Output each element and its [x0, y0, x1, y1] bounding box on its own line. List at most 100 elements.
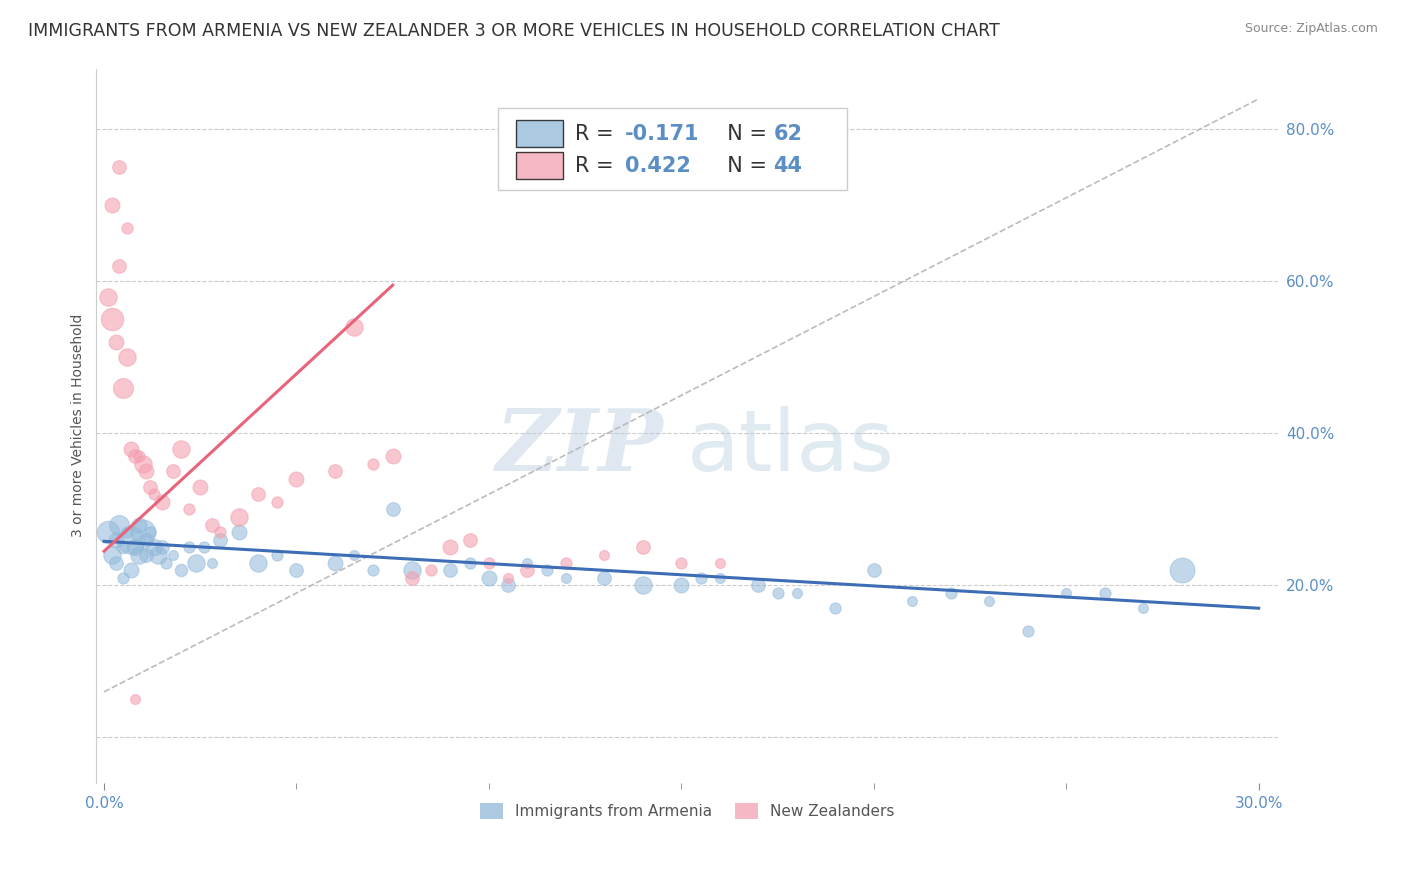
- Point: [128, 517, 150, 532]
- Point: [104, 533, 127, 547]
- Point: [128, 449, 150, 463]
- Point: [104, 335, 127, 350]
- Point: [496, 578, 519, 592]
- Point: [162, 464, 184, 478]
- Point: [381, 502, 404, 516]
- Text: 62: 62: [773, 123, 803, 144]
- Point: [363, 563, 385, 577]
- Point: [343, 320, 366, 334]
- Point: [108, 259, 131, 273]
- Point: [401, 563, 423, 577]
- Point: [439, 541, 461, 555]
- Point: [1170, 563, 1192, 577]
- Point: [115, 221, 138, 235]
- Point: [420, 563, 443, 577]
- Point: [135, 533, 157, 547]
- Point: [108, 517, 131, 532]
- Point: [593, 548, 616, 562]
- Point: [458, 556, 481, 570]
- Point: [112, 571, 135, 585]
- Point: [496, 571, 519, 585]
- Point: [363, 457, 385, 471]
- Point: [401, 571, 423, 585]
- Point: [285, 472, 308, 486]
- Text: ZIP: ZIP: [496, 406, 664, 489]
- Point: [108, 161, 131, 175]
- Text: -0.171: -0.171: [624, 123, 699, 144]
- Point: [120, 442, 142, 456]
- Point: [709, 556, 731, 570]
- Point: [266, 548, 288, 562]
- Point: [478, 571, 501, 585]
- Text: 0.422: 0.422: [624, 156, 690, 176]
- Point: [979, 593, 1001, 607]
- Text: R =: R =: [575, 123, 620, 144]
- Point: [228, 510, 250, 524]
- Point: [439, 563, 461, 577]
- Point: [458, 533, 481, 547]
- Point: [177, 502, 200, 516]
- Legend: Immigrants from Armenia, New Zealanders: Immigrants from Armenia, New Zealanders: [474, 797, 901, 825]
- Text: IMMIGRANTS FROM ARMENIA VS NEW ZEALANDER 3 OR MORE VEHICLES IN HOUSEHOLD CORRELA: IMMIGRANTS FROM ARMENIA VS NEW ZEALANDER…: [28, 22, 1000, 40]
- Point: [228, 525, 250, 540]
- Text: R =: R =: [575, 156, 620, 176]
- FancyBboxPatch shape: [516, 153, 562, 179]
- Point: [554, 571, 576, 585]
- Point: [186, 556, 208, 570]
- Point: [124, 449, 146, 463]
- Point: [135, 464, 157, 478]
- Point: [139, 525, 162, 540]
- Point: [100, 198, 122, 212]
- Point: [143, 541, 166, 555]
- FancyBboxPatch shape: [498, 108, 846, 190]
- Point: [343, 548, 366, 562]
- Point: [150, 541, 173, 555]
- Point: [128, 548, 150, 562]
- Point: [201, 556, 224, 570]
- Point: [177, 541, 200, 555]
- Point: [120, 533, 142, 547]
- Point: [162, 548, 184, 562]
- Point: [285, 563, 308, 577]
- Text: N =: N =: [714, 156, 773, 176]
- Point: [170, 442, 193, 456]
- Point: [536, 563, 558, 577]
- Point: [747, 578, 769, 592]
- Point: [516, 556, 538, 570]
- Point: [1094, 586, 1116, 600]
- Point: [143, 487, 166, 501]
- Point: [862, 563, 884, 577]
- Point: [112, 541, 135, 555]
- Text: N =: N =: [714, 123, 773, 144]
- Point: [246, 556, 269, 570]
- Point: [939, 586, 962, 600]
- Text: Source: ZipAtlas.com: Source: ZipAtlas.com: [1244, 22, 1378, 36]
- Point: [150, 495, 173, 509]
- Text: atlas: atlas: [688, 406, 896, 489]
- Point: [208, 533, 231, 547]
- Point: [671, 556, 693, 570]
- Point: [824, 601, 846, 615]
- Point: [139, 480, 162, 494]
- Point: [246, 487, 269, 501]
- Point: [131, 457, 153, 471]
- Point: [170, 563, 193, 577]
- Point: [1054, 586, 1077, 600]
- Point: [478, 556, 501, 570]
- Point: [97, 289, 120, 303]
- Point: [97, 525, 120, 540]
- Point: [689, 571, 711, 585]
- Point: [146, 548, 169, 562]
- Point: [631, 541, 654, 555]
- Point: [266, 495, 288, 509]
- Point: [323, 464, 346, 478]
- Point: [201, 517, 224, 532]
- Point: [554, 556, 576, 570]
- Point: [901, 593, 924, 607]
- Point: [124, 541, 146, 555]
- Point: [323, 556, 346, 570]
- Point: [786, 586, 808, 600]
- Point: [766, 586, 789, 600]
- Point: [115, 351, 138, 365]
- Point: [381, 449, 404, 463]
